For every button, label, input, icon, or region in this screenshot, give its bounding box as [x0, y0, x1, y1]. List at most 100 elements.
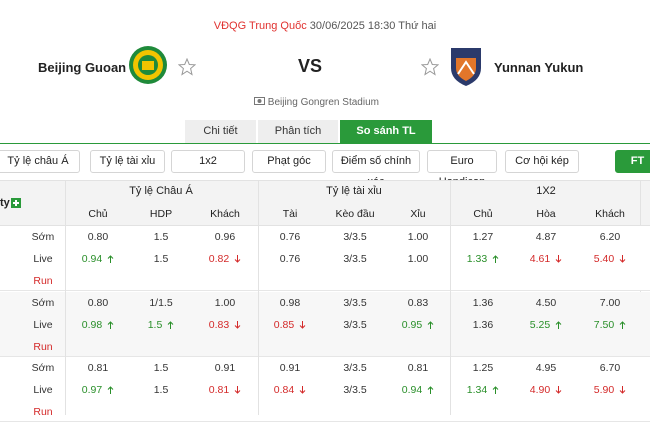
arrow-down [299, 386, 306, 394]
odds-value: 5.25 [529, 318, 551, 331]
arrow-down [619, 386, 626, 394]
odds-cell: 7.50 [580, 314, 640, 336]
row-label: Sớm [31, 231, 55, 243]
odds-cell: 1.00 [388, 248, 448, 270]
odds-value: 0.94 [81, 253, 103, 265]
odds-value: 4.87 [535, 231, 557, 243]
row-label: Run [33, 340, 53, 353]
odds-value: 1.00 [407, 253, 429, 265]
row-label: Live [33, 384, 53, 396]
odds-cell: 7.00 [580, 292, 640, 314]
datetime: 30/06/2025 18:30 Thứ hai [309, 20, 437, 32]
odds-value: 7.00 [599, 296, 621, 309]
home-logo [129, 46, 167, 84]
odds-cell: 1.25 [453, 357, 513, 379]
row-label: Sớm [31, 362, 55, 374]
filter-button[interactable]: Euro Handicap [427, 150, 497, 188]
odds-value: 1.5 [147, 318, 163, 331]
favorite-star[interactable] [178, 58, 196, 76]
home-team[interactable]: Beijing Guoan [38, 60, 127, 75]
odds-value: 0.80 [87, 296, 109, 309]
odds-cell: 1.00 [388, 226, 448, 248]
odds-cell: 4.90 [516, 379, 576, 401]
league[interactable]: VĐQG Trung Quốc [213, 20, 307, 32]
arrow-up [107, 386, 114, 394]
odds-value: 0.98 [279, 296, 301, 309]
column-header: Hòa [536, 208, 556, 220]
odds-cell: 0.83 [195, 314, 255, 336]
odds-cell: 0.97 [68, 379, 128, 401]
odds-value: 0.76 [279, 253, 301, 265]
odds-cell: 1.36 [453, 314, 513, 336]
arrow-up [492, 255, 499, 263]
odds-value: 1.27 [472, 231, 494, 243]
column-header: Kèo đầu [335, 208, 375, 220]
row-label: Run [33, 275, 53, 287]
odds-value: 1.5 [153, 384, 169, 396]
odds-value: 3/3.5 [343, 362, 367, 374]
column-header: Chủ [88, 208, 108, 220]
favorite-star[interactable] [421, 58, 439, 76]
arrow-down [619, 255, 626, 263]
odds-value: 0.83 [208, 318, 230, 331]
add-button[interactable] [11, 198, 21, 208]
odds-cell: 0.91 [260, 357, 320, 379]
header-bg [0, 180, 650, 226]
odds-cell: 0.76 [260, 248, 320, 270]
odds-value: 4.61 [529, 253, 551, 265]
odds-cell: 0.80 [68, 292, 128, 314]
vs-label: VS [297, 56, 322, 76]
group-header: Tỷ lệ Châu Á [129, 185, 193, 197]
stadium-name: Beijing Gongren Stadium [267, 97, 379, 108]
odds-value: 0.76 [279, 231, 301, 243]
tab[interactable]: So sánh TL [340, 120, 432, 143]
arrow-up [492, 386, 499, 394]
odds-value: 6.20 [599, 231, 621, 243]
tab-underline [0, 143, 650, 144]
odds-value: 1.00 [407, 231, 429, 243]
odds-cell: 4.50 [516, 292, 576, 314]
odds-value: 1.5 [153, 253, 169, 265]
odds-cell: 3/3.5 [325, 248, 385, 270]
column-header: Khách [210, 208, 240, 220]
odds-value: 3/3.5 [343, 253, 367, 265]
odds-cell: 0.84 [260, 379, 320, 401]
arrow-down [234, 255, 241, 263]
odds-value: 0.82 [208, 253, 230, 265]
tab[interactable]: Chi tiết [185, 120, 256, 143]
odds-cell: 4.87 [516, 226, 576, 248]
filter-button[interactable]: Điểm số chính xác [332, 150, 420, 188]
odds-cell: 6.70 [580, 357, 640, 379]
row-label: Sớm [31, 296, 55, 309]
column-header: Xỉu [410, 208, 426, 220]
filter-button[interactable]: Phạt góc [252, 150, 326, 173]
odds-value: 1.5 [153, 362, 169, 374]
odds-cell: 1.5 [131, 357, 191, 379]
tab[interactable]: Phân tích [258, 120, 338, 143]
filter-button[interactable]: Tỷ lệ tài xỉu [90, 150, 165, 173]
filter-button[interactable]: Cơ hội kép [505, 150, 579, 173]
arrow-up [619, 320, 626, 329]
filter-button[interactable]: FT [615, 150, 650, 173]
odds-value: 4.50 [535, 296, 557, 309]
odds-value: 3/3.5 [343, 384, 367, 396]
filter-button[interactable]: 1x2 [171, 150, 245, 173]
odds-value: 1/1.5 [149, 296, 173, 309]
away-team[interactable]: Yunnan Yukun [494, 60, 584, 75]
odds-cell: 1.36 [453, 292, 513, 314]
match-info: VĐQG Trung Quốc 30/06/2025 18:30 Thứ hai [0, 20, 650, 32]
group-header: 1X2 [536, 185, 556, 197]
filter-button[interactable]: Tỷ lệ châu Á [0, 150, 80, 173]
away-logo [451, 48, 481, 86]
odds-value: 0.91 [214, 362, 236, 374]
odds-value: 1.00 [214, 296, 236, 309]
odds-value: 3/3.5 [343, 231, 367, 243]
plus-v [15, 200, 17, 206]
odds-cell: 3/3.5 [325, 379, 385, 401]
odds-value: 5.90 [593, 384, 615, 396]
odds-value: 4.90 [529, 384, 551, 396]
odds-value: 1.36 [472, 296, 494, 309]
odds-cell: 1/1.5 [131, 292, 191, 314]
odds-value: 0.81 [208, 384, 230, 396]
